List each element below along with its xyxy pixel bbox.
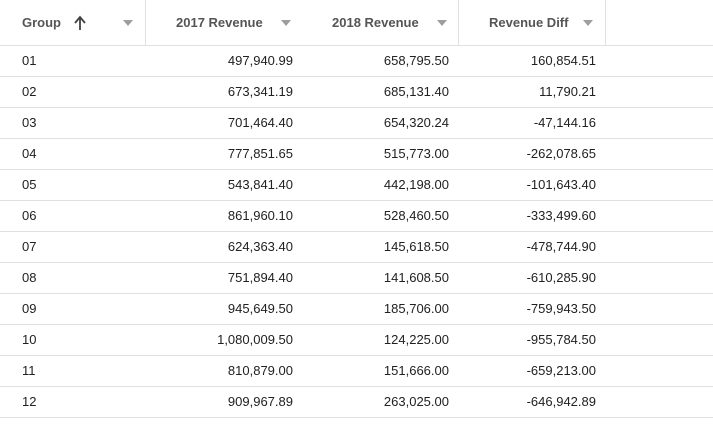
cell-revenue-diff: -333,499.60 (526, 208, 596, 223)
column-header-label: Group (22, 15, 61, 30)
cell-group: 04 (22, 146, 37, 161)
cell-group: 10 (22, 332, 37, 347)
table-row[interactable]: 09 945,649.50 185,706.00 -759,943.50 (0, 294, 713, 325)
grid-body: 01 497,940.99 658,795.50 160,854.51 02 6… (0, 46, 713, 418)
table-row[interactable]: 08 751,894.40 141,608.50 -610,285.90 (0, 263, 713, 294)
column-menu-icon[interactable] (437, 20, 447, 26)
cell-2018-revenue: 515,773.00 (383, 146, 449, 161)
cell-2018-revenue: 654,320.24 (383, 115, 449, 130)
table-row[interactable]: 05 543,841.40 442,198.00 -101,643.40 (0, 170, 713, 201)
cell-2018-revenue: 124,225.00 (383, 332, 449, 347)
column-menu-icon[interactable] (583, 20, 593, 26)
cell-2018-revenue: 151,666.00 (383, 363, 449, 378)
cell-2018-revenue: 141,608.50 (383, 270, 449, 285)
cell-2017-revenue: 543,841.40 (227, 177, 293, 192)
cell-revenue-diff: -646,942.89 (526, 394, 596, 409)
cell-group: 01 (22, 53, 37, 68)
column-menu-icon[interactable] (281, 20, 291, 26)
cell-2017-revenue: 1,080,009.50 (217, 332, 293, 347)
table-row[interactable]: 02 673,341.19 685,131.40 11,790.21 (0, 77, 713, 108)
table-row[interactable]: 11 810,879.00 151,666.00 -659,213.00 (0, 356, 713, 387)
cell-group: 09 (22, 301, 37, 316)
cell-2017-revenue: 909,967.89 (227, 394, 293, 409)
cell-group: 12 (22, 394, 37, 409)
cell-revenue-diff: -262,078.65 (526, 146, 596, 161)
column-header-label: 2017 Revenue (176, 15, 263, 30)
cell-revenue-diff: -101,643.40 (526, 177, 596, 192)
table-row[interactable]: 04 777,851.65 515,773.00 -262,078.65 (0, 139, 713, 170)
cell-2018-revenue: 658,795.50 (383, 53, 449, 68)
cell-2017-revenue: 751,894.40 (227, 270, 293, 285)
cell-2017-revenue: 624,363.40 (227, 239, 293, 254)
cell-2017-revenue: 945,649.50 (227, 301, 293, 316)
cell-2018-revenue: 185,706.00 (383, 301, 449, 316)
cell-group: 03 (22, 115, 37, 130)
cell-group: 05 (22, 177, 37, 192)
table-row[interactable]: 12 909,967.89 263,025.00 -646,942.89 (0, 387, 713, 418)
grid-header: Group 2017 Revenue 2018 Revenue Revenue … (0, 0, 713, 46)
cell-2018-revenue: 685,131.40 (383, 84, 449, 99)
table-row[interactable]: 01 497,940.99 658,795.50 160,854.51 (0, 46, 713, 77)
cell-revenue-diff: 11,790.21 (539, 84, 596, 99)
cell-revenue-diff: -955,784.50 (526, 332, 596, 347)
column-header-2017-revenue[interactable]: 2017 Revenue (146, 0, 302, 45)
cell-2017-revenue: 701,464.40 (227, 115, 293, 130)
table-row[interactable]: 07 624,363.40 145,618.50 -478,744.90 (0, 232, 713, 263)
cell-2017-revenue: 861,960.10 (227, 208, 293, 223)
cell-revenue-diff: 160,854.51 (530, 53, 596, 68)
cell-2018-revenue: 263,025.00 (383, 394, 449, 409)
cell-revenue-diff: -759,943.50 (526, 301, 596, 316)
cell-2017-revenue: 777,851.65 (227, 146, 293, 161)
column-header-label: Revenue Diff (489, 15, 569, 30)
column-menu-icon[interactable] (123, 20, 133, 26)
cell-group: 11 (22, 363, 36, 378)
cell-group: 08 (22, 270, 37, 285)
cell-2017-revenue: 497,940.99 (227, 53, 293, 68)
cell-2017-revenue: 673,341.19 (227, 84, 293, 99)
column-header-2018-revenue[interactable]: 2018 Revenue (302, 0, 459, 45)
column-header-label: 2018 Revenue (332, 15, 419, 30)
table-row[interactable]: 03 701,464.40 654,320.24 -47,144.16 (0, 108, 713, 139)
cell-group: 07 (22, 239, 37, 254)
column-header-group[interactable]: Group (0, 0, 146, 45)
cell-revenue-diff: -659,213.00 (526, 363, 596, 378)
cell-revenue-diff: -610,285.90 (526, 270, 596, 285)
table-row[interactable]: 10 1,080,009.50 124,225.00 -955,784.50 (0, 325, 713, 356)
cell-2017-revenue: 810,879.00 (227, 363, 293, 378)
cell-revenue-diff: -478,744.90 (526, 239, 596, 254)
cell-group: 06 (22, 208, 37, 223)
column-header-revenue-diff[interactable]: Revenue Diff (459, 0, 606, 45)
sort-ascending-icon[interactable] (73, 15, 87, 31)
cell-2018-revenue: 442,198.00 (383, 177, 449, 192)
table-row[interactable]: 06 861,960.10 528,460.50 -333,499.60 (0, 201, 713, 232)
cell-2018-revenue: 528,460.50 (383, 208, 449, 223)
cell-2018-revenue: 145,618.50 (383, 239, 449, 254)
cell-group: 02 (22, 84, 37, 99)
cell-revenue-diff: -47,144.16 (533, 115, 596, 130)
